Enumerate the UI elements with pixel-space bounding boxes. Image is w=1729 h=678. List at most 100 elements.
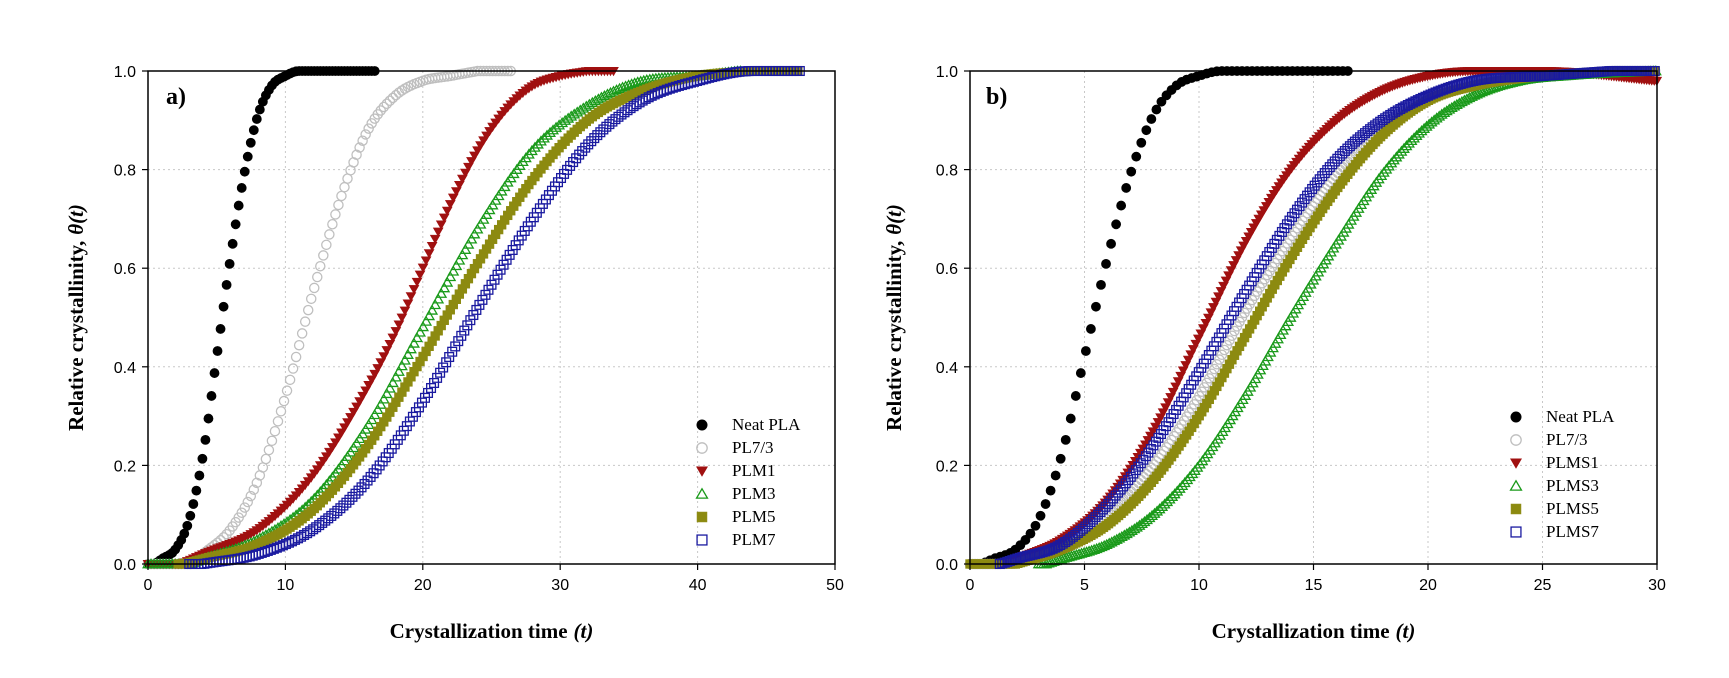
data-point: [1443, 82, 1454, 93]
legend-item: PLMS7: [1510, 522, 1599, 541]
data-point: [1146, 462, 1157, 474]
data-point: [408, 285, 420, 295]
data-point: [339, 181, 350, 193]
series-group: [142, 65, 805, 570]
data-point: [357, 135, 368, 147]
data-point: [347, 491, 358, 502]
data-point: [1176, 479, 1189, 491]
data-point: [447, 265, 460, 276]
data-point: [239, 502, 250, 513]
data-point: [1483, 83, 1496, 94]
data-point: [378, 101, 390, 113]
data-point: [465, 233, 478, 244]
data-point: [392, 365, 405, 376]
data-point: [1395, 145, 1408, 156]
data-point: [1047, 543, 1058, 554]
legend: Neat PLA PL7/3 PLMS1 PLMS3 PLMS5 PLMS7: [1509, 407, 1615, 541]
data-point: [1113, 487, 1124, 498]
data-point: [1385, 157, 1398, 168]
data-point: [432, 293, 445, 304]
x-tick-label: 40: [689, 577, 707, 594]
data-point: [1014, 552, 1025, 563]
data-point: [1115, 484, 1126, 495]
data-point: [1148, 459, 1160, 470]
data-point: [459, 243, 472, 254]
data-point: [547, 124, 560, 135]
legend-label: PLMS1: [1546, 453, 1599, 472]
data-point: [188, 499, 199, 509]
data-point: [1105, 496, 1116, 507]
data-point: [1156, 449, 1167, 460]
data-point: [1317, 171, 1328, 182]
data-point: [408, 337, 420, 348]
data-point: [1422, 90, 1434, 101]
data-point: [1088, 543, 1101, 554]
legend-item: PLM7: [696, 530, 776, 549]
data-point: [405, 343, 417, 354]
panel-b: 0 5 10 15 20 25 30 0.0 0.2 0.4 0.6 0.8 1.0 b) Crystall…: [882, 64, 1666, 643]
data-point: [1375, 116, 1386, 127]
data-point: [399, 306, 411, 316]
data-point: [260, 453, 272, 465]
x-tick-label: 30: [1648, 577, 1666, 594]
data-point: [218, 301, 229, 312]
data-point: [333, 199, 344, 211]
data-point: [1091, 301, 1101, 312]
data-point: [1130, 465, 1141, 476]
data-point: [380, 387, 393, 399]
data-point: [1324, 176, 1336, 188]
data-point: [363, 123, 374, 134]
data-point: [1387, 154, 1400, 165]
data-point: [396, 313, 408, 323]
data-point: [350, 488, 361, 499]
data-point: [1440, 105, 1453, 116]
legend-item: PLMS1: [1510, 453, 1599, 472]
x-tick-label: 0: [966, 577, 975, 594]
data-point: [1128, 523, 1141, 534]
data-point: [1425, 89, 1436, 100]
data-point: [426, 382, 437, 394]
legend-label: Neat PLA: [732, 415, 801, 434]
data-point: [1070, 391, 1081, 401]
data-point: [1095, 507, 1106, 518]
data-point: [1092, 509, 1104, 520]
data-point: [242, 151, 253, 162]
data-point: [444, 200, 456, 210]
data-point: [432, 227, 444, 237]
data-point: [1430, 87, 1441, 98]
data-point: [1455, 78, 1466, 89]
data-point: [1012, 553, 1023, 564]
data-point: [465, 315, 476, 326]
data-point: [371, 403, 384, 415]
data-point: [1045, 485, 1056, 496]
data-point: [251, 477, 263, 489]
data-point: [1060, 536, 1071, 548]
data-point: [1045, 544, 1056, 555]
data-point: [1438, 106, 1451, 118]
data-point: [344, 494, 355, 505]
data-point: [435, 287, 448, 298]
data-point: [1148, 440, 1159, 451]
data-point: [1473, 87, 1486, 98]
data-point: [1324, 162, 1335, 173]
data-point: [1135, 458, 1146, 469]
data-point: [438, 282, 451, 293]
data-point: [284, 374, 296, 386]
data-point: [589, 133, 600, 144]
panel-a: 0 10 20 30 40 50 0.0 0.2 0.4 0.6 0.8 1.0 a) Crystalli…: [64, 64, 844, 643]
data-point: [1329, 156, 1340, 167]
data-point: [353, 485, 364, 496]
data-point: [1471, 88, 1483, 99]
y-axis-title: Relative crystallinity, θ(t): [882, 204, 906, 431]
data-point: [296, 328, 308, 339]
legend-item: PLM3: [695, 484, 775, 503]
legend-marker: [1510, 458, 1522, 469]
data-point: [1319, 168, 1330, 179]
data-point: [1123, 475, 1134, 486]
data-point: [411, 331, 423, 343]
data-point: [402, 299, 414, 309]
legend-marker: [695, 487, 709, 499]
y-axis-title: Relative crystallinity, θ(t): [64, 204, 88, 431]
data-point: [1314, 190, 1326, 201]
data-point: [1450, 80, 1461, 91]
